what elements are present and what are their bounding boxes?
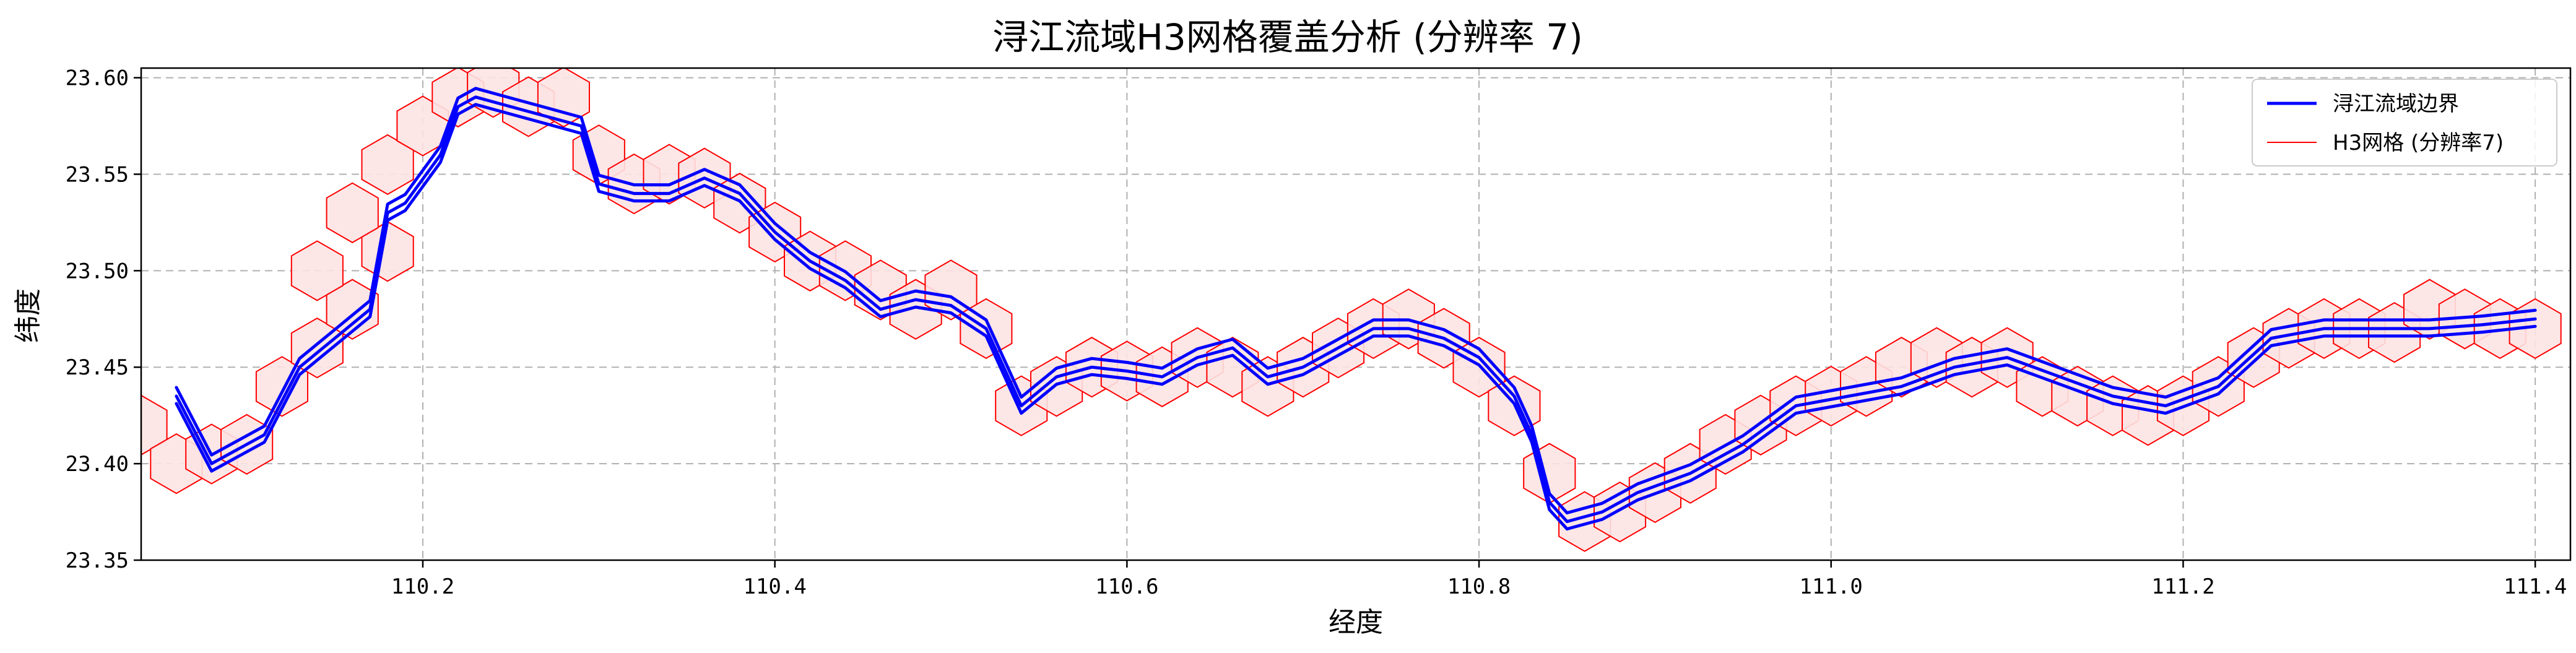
y-tick-label: 23.50 [66, 259, 129, 283]
x-tick-label: 110.2 [391, 574, 454, 599]
legend-boundary-label: 浔江流域边界 [2333, 92, 2459, 116]
h3-hexagon-grid [141, 68, 2562, 552]
x-tick-label: 111.2 [2151, 574, 2214, 599]
x-tick-label: 111.0 [1800, 574, 1863, 599]
y-tick-label: 23.45 [66, 355, 129, 380]
y-tick-label: 23.40 [66, 452, 129, 477]
y-tick-label: 23.55 [66, 162, 129, 187]
y-axis-ticks: 23.35 23.40 23.45 23.50 23.55 23.60 [66, 66, 141, 573]
chart-title: 浔江流域H3网格覆盖分析 (分辨率 7) [992, 16, 1583, 58]
legend: 浔江流域边界 H3网格 (分辨率7) [2252, 79, 2557, 166]
h3-hexagon [326, 182, 379, 243]
legend-box [2252, 79, 2557, 166]
h3-hexagon [290, 240, 344, 301]
x-tick-label: 110.4 [743, 574, 806, 599]
x-axis-ticks: 110.2 110.4 110.6 110.8 111.0 111.2 111.4 [391, 560, 2567, 599]
boundary-line-main [175, 95, 2537, 524]
h3-hexagon [141, 394, 168, 456]
plot-frame [140, 67, 2572, 561]
x-tick-label: 110.8 [1447, 574, 1511, 599]
x-tick-label: 111.4 [2504, 574, 2567, 599]
x-axis-label: 经度 [1329, 607, 1383, 638]
boundary-line-north [175, 87, 2537, 515]
boundary-line-south [175, 103, 2537, 531]
x-tick-label: 110.6 [1095, 574, 1158, 599]
y-tick-label: 23.60 [66, 66, 129, 91]
y-tick-label: 23.35 [66, 548, 129, 573]
legend-hexagon-label: H3网格 (分辨率7) [2333, 131, 2504, 155]
boundary-lines [175, 87, 2537, 531]
h3-hexagon [537, 68, 590, 128]
y-axis-label: 纬度 [12, 288, 44, 343]
